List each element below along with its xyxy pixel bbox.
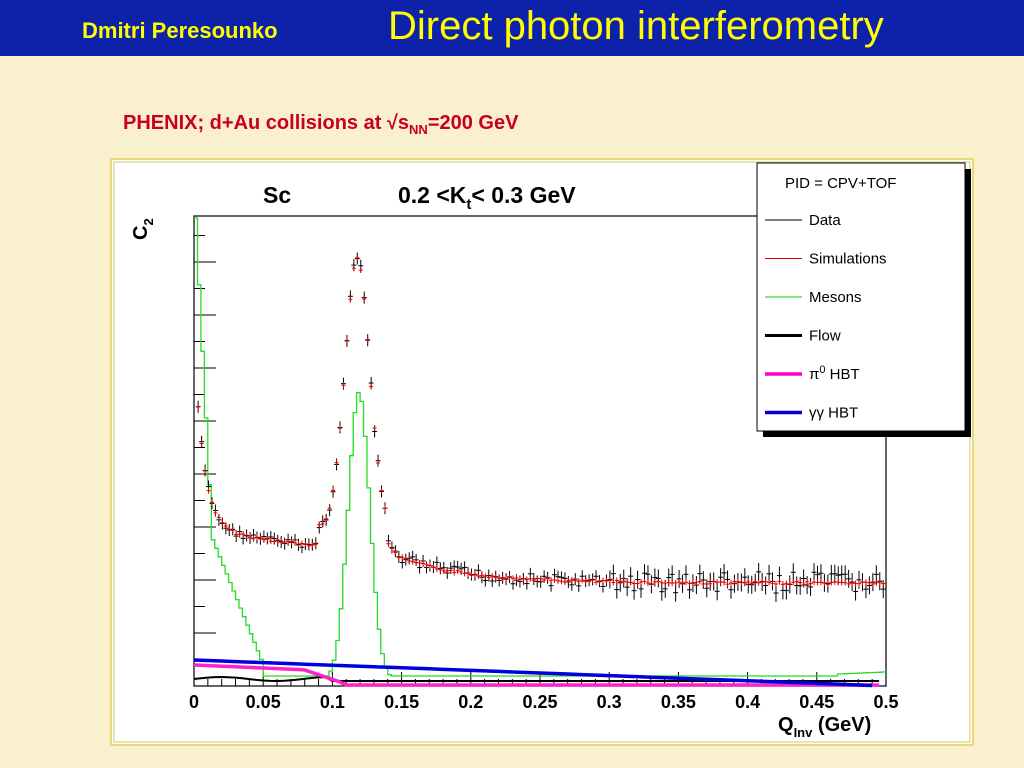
legend-label-1: Simulations (809, 251, 887, 268)
chart-figure: 0 0.05 0.1 0.15 0.2 0.25 0.3 0.35 0.4 0.45 0.5 Sc … (110, 158, 974, 746)
author-name: Dmitri Peresounko (82, 18, 278, 43)
x-tick-label-0: 0 (189, 692, 199, 712)
panel-title-tail: < 0.3 GeV (471, 182, 576, 208)
x-label-tail: (GeV) (812, 714, 871, 736)
slide-header: Dmitri Peresounko Direct photon interfer… (0, 0, 1024, 56)
panel-title-sub: t (466, 196, 471, 213)
legend-label-4: π0 HBT (809, 364, 860, 383)
legend-label-2: Mesons (809, 289, 862, 306)
x-tick-label-10: 0.5 (873, 692, 898, 712)
x-tick-label-1: 0.05 (246, 692, 281, 712)
x-tick-label-7: 0.35 (661, 692, 696, 712)
x-tick-label-8: 0.4 (735, 692, 760, 712)
caption-tail: =200 GeV (427, 112, 519, 134)
legend: PID = CPV+TOF Data Simulations Mesons Flow π… (756, 162, 971, 437)
caption-sub: NN (409, 122, 428, 137)
x-label-sub: Inv (794, 725, 814, 740)
panel-title-main: 0.2 <K (398, 182, 467, 208)
panel-title-right: 0.2 <Kt< 0.3 GeV (398, 182, 576, 213)
x-tick-label-5: 0.25 (522, 692, 557, 712)
x-tick-label-4: 0.2 (458, 692, 483, 712)
mesons-curve (194, 217, 886, 677)
legend-label-0: Data (809, 212, 841, 229)
x-axis-ticks: 0 0.05 0.1 0.15 0.2 0.25 0.3 0.35 0.4 0.45 0.5 (189, 672, 899, 712)
x-axis-label: QInv (GeV) (778, 714, 871, 740)
caption-main: PHENIX; d+Au collisions at √s (123, 112, 410, 134)
legend-header: PID = CPV+TOF (785, 175, 896, 192)
legend-pi-symbol: π (809, 366, 819, 383)
panel-title-left: Sc (263, 182, 291, 208)
legend-pi-superscript: 0 (819, 364, 825, 376)
x-tick-label-3: 0.15 (384, 692, 419, 712)
y-label-main: C (130, 226, 152, 240)
x-tick-label-6: 0.3 (597, 692, 622, 712)
y-label-sub: 2 (141, 218, 156, 225)
x-tick-label-2: 0.1 (320, 692, 345, 712)
x-label-main: Q (778, 714, 794, 736)
x-tick-label-9: 0.45 (799, 692, 834, 712)
gamma-hbt-curve (193, 658, 873, 688)
chart-caption: PHENIX; d+Au collisions at √sNN=200 GeV (123, 112, 518, 137)
chart-svg: 0 0.05 0.1 0.15 0.2 0.25 0.3 0.35 0.4 0.45 0.5 Sc … (110, 158, 974, 746)
y-axis-ticks (194, 235, 216, 687)
y-axis-label: C2 (130, 218, 156, 240)
slide-title: Direct photon interferometry (388, 4, 884, 48)
legend-label-3: Flow (809, 328, 841, 345)
simulation-points (196, 254, 886, 588)
legend-pi-tail: HBT (825, 366, 859, 383)
pi0-hbt-curve (193, 663, 880, 687)
legend-label-5: γγ HBT (809, 405, 858, 422)
legend-entries: Data Simulations Mesons Flow π0 HBT γγ HBT (765, 212, 887, 422)
curves-group (193, 217, 886, 688)
